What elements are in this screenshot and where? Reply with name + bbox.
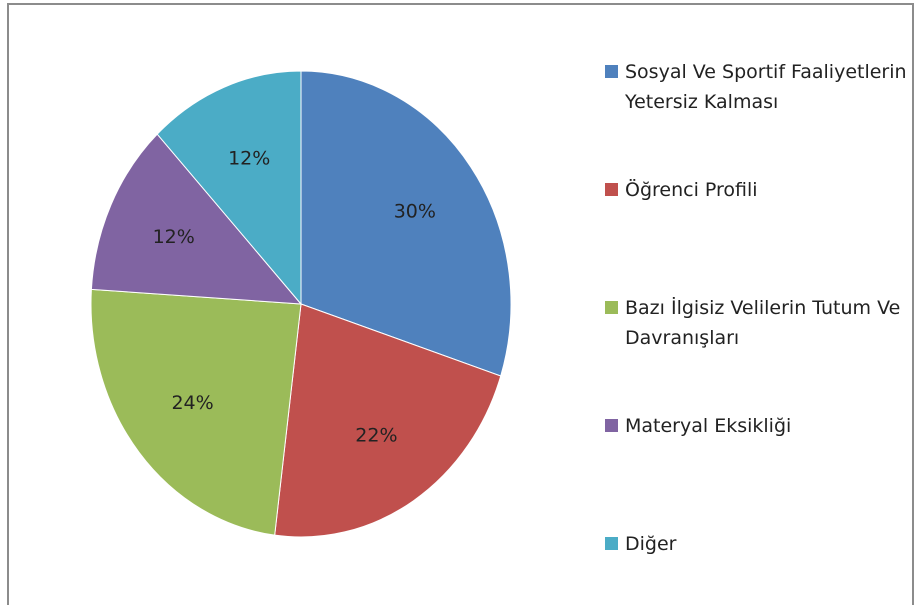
legend-entry: Materyal Eksikliği [605,411,918,441]
legend-entry: Bazı İlgisiz Velilerin Tutum Ve Davranış… [605,293,918,353]
pie-slice [90,133,303,305]
legend-label: Sosyal Ve Sportif Faaliyetlerin Yetersiz… [625,61,907,113]
legend-entry: Diğer [605,529,918,559]
legend-swatch [605,537,618,550]
pie-slice [300,70,512,377]
legend-swatch [605,301,618,314]
legend-swatch [605,419,618,432]
legend-label: Bazı İlgisiz Velilerin Tutum Ve Davranış… [625,297,901,349]
frame [7,3,914,605]
pie-slice [156,70,302,306]
legend-label: Öğrenci Profili [625,179,758,201]
data-label: 24% [171,392,213,414]
legend-label: Materyal Eksikliği [625,415,792,437]
pie-slice [90,288,302,536]
legend-label: Diğer [625,533,677,555]
legend-swatch [605,183,618,196]
pie-slice [274,303,502,538]
legend-entry: Öğrenci Profili [605,175,918,205]
legend-swatch [605,65,618,78]
data-label: 22% [355,424,397,446]
data-label: 12% [153,226,195,248]
legend-entry: Sosyal Ve Sportif Faaliyetlerin Yetersiz… [605,57,918,117]
data-label: 12% [228,147,270,169]
data-label: 30% [394,201,436,223]
